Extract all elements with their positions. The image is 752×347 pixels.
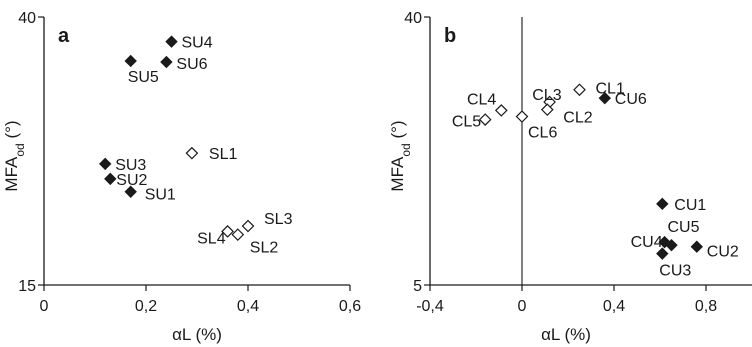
panel-letter: b xyxy=(444,25,456,47)
point-label-cl5: CL5 xyxy=(452,114,481,131)
chart-panel-b: -0,4 0 0,4 0,8 5 40 b αL (%) MFAod (°) CL1 CL3 CL6 C… xyxy=(388,10,752,344)
point-label-cl2: CL2 xyxy=(563,110,592,127)
point-label-cl6: CL6 xyxy=(528,125,557,142)
data-point-cl1 xyxy=(573,83,586,97)
point-label-su5: SU5 xyxy=(128,69,159,86)
y-tick-label: 40 xyxy=(404,10,422,27)
point-label-cu3: CU3 xyxy=(659,263,691,280)
point-label-su1: SU1 xyxy=(145,187,176,204)
x-tick-label: -0,4 xyxy=(416,298,444,315)
point-label-su3: SU3 xyxy=(115,157,146,174)
data-point-su2 xyxy=(104,172,117,186)
point-label-su4: SU4 xyxy=(182,35,213,52)
data-point-cl6 xyxy=(515,110,529,123)
data-point-cl2 xyxy=(540,103,554,116)
data-point-cl5 xyxy=(478,113,492,126)
data-point-cu2 xyxy=(690,240,704,253)
point-label-cu1: CU1 xyxy=(674,197,706,214)
point-label-cu6: CU6 xyxy=(615,91,647,108)
data-point-su3 xyxy=(98,157,112,171)
point-label-su6: SU6 xyxy=(176,56,207,73)
data-point-su4 xyxy=(165,35,178,48)
point-label-sl1: SL1 xyxy=(209,146,238,163)
data-point-cu5 xyxy=(665,238,678,252)
data-point-cu6 xyxy=(598,91,612,105)
data-point-sl2 xyxy=(231,228,245,241)
y-tick-label: 40 xyxy=(18,10,36,27)
point-label-cl1: CL1 xyxy=(596,81,625,98)
point-label-cl4: CL4 xyxy=(467,91,496,108)
data-point-sl3 xyxy=(241,219,255,233)
data-point-cu3 xyxy=(656,247,669,260)
data-point-cu1 xyxy=(656,197,669,211)
data-point-su5 xyxy=(124,54,137,68)
chart-panel-a: 0 0,2 0,4 0,6 15 40 a αL (%) MFAod (°) SU4 SU6 SU5 S… xyxy=(2,10,361,344)
x-tick-label: 0 xyxy=(518,298,527,315)
data-point-cl4 xyxy=(494,104,508,117)
point-label-cl3: CL3 xyxy=(532,87,561,104)
point-label-sl3: SL3 xyxy=(264,211,293,228)
point-label-cu5: CU5 xyxy=(668,219,700,236)
point-label-su2: SU2 xyxy=(116,172,147,189)
x-tick-label: 0 xyxy=(40,298,49,315)
data-point-sl1 xyxy=(185,146,199,160)
x-tick-label: 0,4 xyxy=(603,298,625,315)
x-tick-label: 0,6 xyxy=(339,298,361,315)
x-axis-title: αL (%) xyxy=(541,325,591,344)
y-tick-label: 5 xyxy=(413,278,422,295)
x-tick-label: 0,8 xyxy=(695,298,717,315)
y-axis-title: MFAod (°) xyxy=(2,120,27,191)
point-label-sl4: SL4 xyxy=(197,230,226,247)
x-tick-label: 0,4 xyxy=(237,298,259,315)
panel-letter: a xyxy=(58,25,70,47)
point-label-cu4: CU4 xyxy=(631,234,663,251)
point-label-sl2: SL2 xyxy=(250,240,279,257)
data-point-su1 xyxy=(124,185,137,198)
data-point-su6 xyxy=(160,55,173,69)
point-label-cu2: CU2 xyxy=(707,244,739,261)
x-tick-label: 0,2 xyxy=(135,298,157,315)
x-axis-title: αL (%) xyxy=(172,325,222,344)
y-tick-label: 15 xyxy=(18,278,36,295)
y-axis-title: MFAod (°) xyxy=(388,120,413,191)
data-point-sl4 xyxy=(221,225,234,238)
